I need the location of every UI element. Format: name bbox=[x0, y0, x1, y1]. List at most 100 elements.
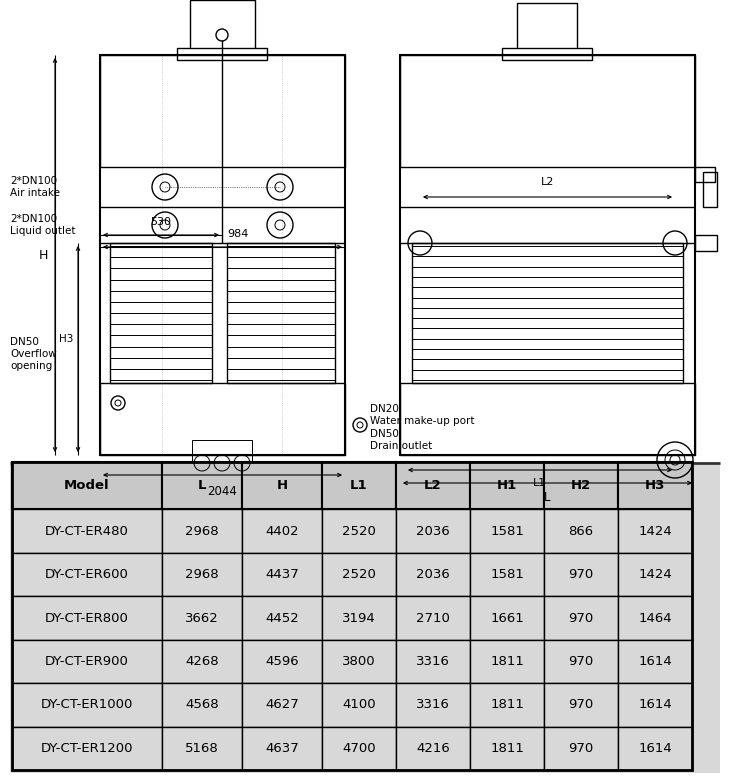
Bar bbox=[396, 727, 470, 770]
Bar bbox=[618, 553, 692, 596]
Text: Model: Model bbox=[64, 479, 110, 492]
Text: 3800: 3800 bbox=[342, 655, 376, 668]
Bar bbox=[12, 510, 162, 553]
Bar bbox=[322, 461, 396, 510]
Text: H: H bbox=[277, 479, 288, 492]
Text: L1: L1 bbox=[350, 479, 368, 492]
Text: DN50
Overflow
opening: DN50 Overflow opening bbox=[10, 338, 57, 370]
Bar bbox=[396, 553, 470, 596]
Bar bbox=[400, 55, 695, 167]
Text: 970: 970 bbox=[569, 741, 593, 755]
Bar bbox=[10, 465, 720, 773]
Bar bbox=[162, 510, 242, 553]
Text: DY-CT-ER1200: DY-CT-ER1200 bbox=[41, 741, 134, 755]
Bar bbox=[412, 243, 683, 383]
Text: 4402: 4402 bbox=[265, 524, 299, 538]
Bar bbox=[12, 461, 692, 770]
Text: 4100: 4100 bbox=[342, 699, 376, 711]
Text: 4627: 4627 bbox=[265, 699, 299, 711]
Bar bbox=[544, 596, 618, 640]
Bar bbox=[322, 727, 396, 770]
Bar bbox=[544, 727, 618, 770]
Text: 1614: 1614 bbox=[638, 699, 672, 711]
Text: 1464: 1464 bbox=[638, 612, 672, 625]
Bar bbox=[396, 683, 470, 727]
Bar bbox=[695, 167, 715, 182]
Text: 1581: 1581 bbox=[490, 524, 524, 538]
Bar bbox=[322, 683, 396, 727]
Bar bbox=[544, 640, 618, 683]
Bar bbox=[192, 440, 252, 470]
Text: 984: 984 bbox=[227, 229, 248, 239]
Text: 1661: 1661 bbox=[490, 612, 524, 625]
Text: 1424: 1424 bbox=[638, 568, 672, 581]
Text: 866: 866 bbox=[569, 524, 593, 538]
Text: 3316: 3316 bbox=[416, 699, 450, 711]
Text: 2036: 2036 bbox=[416, 568, 450, 581]
Bar bbox=[12, 683, 162, 727]
Bar bbox=[100, 383, 345, 455]
Text: DY-CT-ER480: DY-CT-ER480 bbox=[45, 524, 129, 538]
Text: 970: 970 bbox=[569, 568, 593, 581]
Bar bbox=[12, 727, 162, 770]
Bar bbox=[227, 243, 335, 383]
Text: 4268: 4268 bbox=[185, 655, 219, 668]
Text: 4637: 4637 bbox=[265, 741, 299, 755]
Text: 4216: 4216 bbox=[416, 741, 450, 755]
Bar bbox=[618, 727, 692, 770]
Bar bbox=[396, 510, 470, 553]
Text: 1614: 1614 bbox=[638, 741, 672, 755]
Text: H3: H3 bbox=[645, 479, 665, 492]
Bar bbox=[162, 683, 242, 727]
Bar bbox=[162, 727, 242, 770]
Bar bbox=[322, 640, 396, 683]
Bar bbox=[470, 683, 544, 727]
Text: 2036: 2036 bbox=[416, 524, 450, 538]
Bar bbox=[618, 683, 692, 727]
Text: 2710: 2710 bbox=[416, 612, 450, 625]
Text: 4452: 4452 bbox=[265, 612, 299, 625]
Bar bbox=[12, 553, 162, 596]
Text: 2044: 2044 bbox=[207, 485, 237, 498]
Bar bbox=[162, 461, 242, 510]
Bar bbox=[396, 596, 470, 640]
Bar bbox=[544, 553, 618, 596]
Bar bbox=[695, 235, 717, 251]
Bar bbox=[618, 461, 692, 510]
Bar bbox=[190, 0, 255, 55]
Text: L: L bbox=[198, 479, 207, 492]
Bar bbox=[242, 727, 322, 770]
Text: 1811: 1811 bbox=[490, 699, 524, 711]
Text: L: L bbox=[545, 491, 550, 504]
Text: 1424: 1424 bbox=[638, 524, 672, 538]
Text: 4700: 4700 bbox=[342, 741, 376, 755]
Bar bbox=[242, 640, 322, 683]
Text: 5168: 5168 bbox=[185, 741, 219, 755]
Text: 970: 970 bbox=[569, 699, 593, 711]
Bar bbox=[618, 596, 692, 640]
Bar bbox=[162, 553, 242, 596]
Bar bbox=[544, 461, 618, 510]
Text: 1614: 1614 bbox=[638, 655, 672, 668]
Bar bbox=[110, 243, 212, 383]
Text: 4568: 4568 bbox=[185, 699, 219, 711]
Bar bbox=[618, 510, 692, 553]
Text: 1581: 1581 bbox=[490, 568, 524, 581]
Text: H1: H1 bbox=[497, 479, 517, 492]
Text: L2: L2 bbox=[541, 177, 554, 187]
Text: H2: H2 bbox=[571, 479, 591, 492]
Text: H: H bbox=[38, 248, 47, 261]
Bar bbox=[502, 48, 592, 60]
Bar bbox=[396, 640, 470, 683]
Bar bbox=[162, 596, 242, 640]
Text: 2520: 2520 bbox=[342, 524, 376, 538]
Bar bbox=[470, 640, 544, 683]
Text: 970: 970 bbox=[569, 655, 593, 668]
Text: 2*DN100
Air intake: 2*DN100 Air intake bbox=[10, 176, 60, 198]
Text: DY-CT-ER800: DY-CT-ER800 bbox=[45, 612, 129, 625]
Text: 530: 530 bbox=[150, 217, 172, 227]
Text: H3: H3 bbox=[59, 334, 73, 344]
Bar bbox=[100, 55, 345, 167]
Bar bbox=[470, 510, 544, 553]
Text: DY-CT-ER900: DY-CT-ER900 bbox=[45, 655, 129, 668]
